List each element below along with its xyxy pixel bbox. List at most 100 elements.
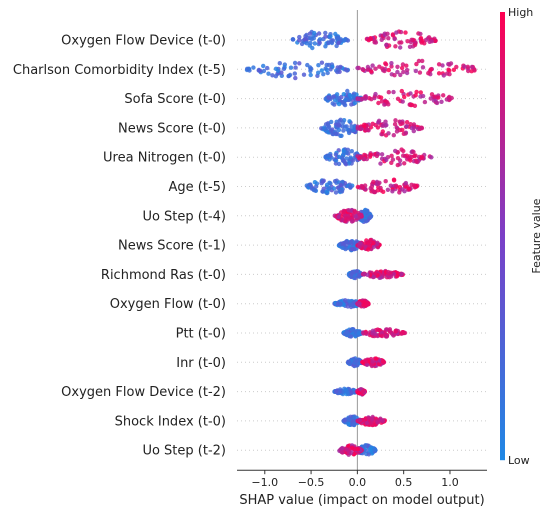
colorbar-high-label: High xyxy=(508,6,533,19)
shap-point xyxy=(373,40,379,45)
shap-point xyxy=(297,38,302,43)
shap-point xyxy=(368,237,373,243)
shap-point xyxy=(386,131,391,136)
shap-point xyxy=(418,36,424,41)
shap-point xyxy=(394,30,399,35)
shap-point xyxy=(307,31,313,36)
shap-point xyxy=(309,36,314,42)
shap-point xyxy=(376,100,381,106)
shap-point xyxy=(320,179,326,184)
shap-point xyxy=(366,38,371,43)
shap-point xyxy=(361,156,367,162)
shap-point xyxy=(349,390,354,395)
feature-label: Inr (t-0) xyxy=(176,356,226,371)
shap-point xyxy=(357,417,362,423)
shap-point xyxy=(281,66,287,72)
shap-point xyxy=(245,66,250,72)
shap-point xyxy=(344,156,349,161)
shap-point xyxy=(317,40,322,45)
shap-point xyxy=(316,70,321,75)
shap-point xyxy=(342,38,347,43)
shap-point xyxy=(336,214,341,220)
shap-point xyxy=(411,122,417,127)
shap-point xyxy=(297,34,302,40)
shap-point xyxy=(310,45,315,51)
shap-point xyxy=(345,127,350,132)
shap-point xyxy=(390,332,395,337)
shap-point xyxy=(436,62,442,67)
shap-point xyxy=(379,37,384,42)
shap-point xyxy=(317,37,323,42)
shap-point xyxy=(399,65,405,71)
shap-point xyxy=(323,66,328,71)
shap-point xyxy=(378,95,384,100)
shap-point xyxy=(413,93,418,98)
shap-point xyxy=(335,69,340,75)
feature-label: Sofa Score (t-0) xyxy=(124,92,226,107)
shap-point xyxy=(423,37,429,43)
shap-point xyxy=(439,99,444,105)
shap-point xyxy=(312,180,318,185)
shap-point xyxy=(329,39,334,45)
shap-point xyxy=(392,73,397,78)
shap-point xyxy=(447,62,452,67)
feature-label: Uo Step (t-4) xyxy=(142,209,226,224)
shap-point xyxy=(380,359,386,364)
shap-point xyxy=(279,70,284,75)
shap-point xyxy=(355,184,361,190)
shap-point xyxy=(335,122,340,127)
shap-point xyxy=(279,73,284,79)
shap-point xyxy=(380,129,385,134)
shap-point xyxy=(292,60,298,66)
shap-point xyxy=(420,65,426,70)
shap-point xyxy=(397,40,402,45)
shap-point xyxy=(407,44,413,49)
shap-point xyxy=(339,133,344,138)
shap-point xyxy=(371,240,376,246)
shap-point xyxy=(251,65,256,70)
shap-point xyxy=(373,66,378,71)
shap-point xyxy=(337,388,342,394)
shap-point xyxy=(429,39,434,44)
shap-point xyxy=(398,45,403,50)
shap-point xyxy=(360,217,365,223)
shap-point xyxy=(340,155,345,160)
shap-point xyxy=(347,160,352,165)
shap-point xyxy=(378,161,383,166)
shap-point xyxy=(408,122,413,127)
shap-point xyxy=(337,118,342,124)
shap-point xyxy=(370,63,375,68)
shap-point xyxy=(436,71,442,76)
shap-point xyxy=(337,188,342,193)
shap-point xyxy=(345,88,350,94)
shap-point xyxy=(404,63,409,68)
shap-point xyxy=(405,39,410,44)
shap-point xyxy=(400,330,405,335)
shap-point xyxy=(374,153,380,159)
shap-point xyxy=(288,65,294,70)
feature-label: Richmond Ras (t-0) xyxy=(101,268,226,283)
shap-point xyxy=(320,189,325,194)
x-tick-label: 1.0 xyxy=(441,476,459,489)
shap-point xyxy=(395,96,401,102)
shap-point xyxy=(336,101,342,107)
shap-point xyxy=(323,34,328,39)
shap-point xyxy=(391,271,397,277)
shap-point xyxy=(353,214,359,219)
shap-point xyxy=(325,122,331,127)
shap-point xyxy=(333,31,338,37)
feature-label: Oxygen Flow (t-0) xyxy=(110,297,226,312)
shap-point xyxy=(342,102,348,108)
shap-point xyxy=(408,91,413,96)
shap-point xyxy=(397,190,402,195)
shap-point xyxy=(412,42,418,48)
shap-point xyxy=(391,133,396,138)
shap-point xyxy=(349,327,354,332)
shap-point xyxy=(319,60,325,65)
shap-point xyxy=(335,35,341,40)
feature-label: Oxygen Flow Device (t-2) xyxy=(61,385,226,400)
shap-point xyxy=(266,71,271,76)
shap-point xyxy=(380,418,386,423)
shap-point xyxy=(343,298,348,303)
shap-point xyxy=(385,100,390,105)
